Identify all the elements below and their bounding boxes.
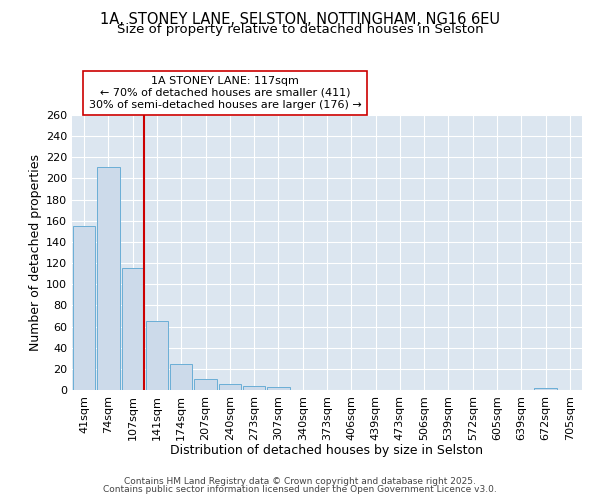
Text: Size of property relative to detached houses in Selston: Size of property relative to detached ho…: [116, 22, 484, 36]
Text: Contains public sector information licensed under the Open Government Licence v3: Contains public sector information licen…: [103, 485, 497, 494]
Bar: [218, 384, 241, 390]
Bar: [170, 364, 193, 390]
Bar: [146, 322, 168, 390]
Bar: [194, 380, 217, 390]
Text: Contains HM Land Registry data © Crown copyright and database right 2025.: Contains HM Land Registry data © Crown c…: [124, 477, 476, 486]
Text: 1A STONEY LANE: 117sqm
← 70% of detached houses are smaller (411)
30% of semi-de: 1A STONEY LANE: 117sqm ← 70% of detached…: [89, 76, 361, 110]
Bar: [97, 167, 119, 390]
Bar: [267, 387, 290, 390]
Bar: [243, 386, 265, 390]
Y-axis label: Number of detached properties: Number of detached properties: [29, 154, 42, 351]
Text: 1A, STONEY LANE, SELSTON, NOTTINGHAM, NG16 6EU: 1A, STONEY LANE, SELSTON, NOTTINGHAM, NG…: [100, 12, 500, 28]
X-axis label: Distribution of detached houses by size in Selston: Distribution of detached houses by size …: [170, 444, 484, 457]
Bar: [122, 268, 144, 390]
Bar: [535, 388, 557, 390]
Bar: [73, 226, 95, 390]
